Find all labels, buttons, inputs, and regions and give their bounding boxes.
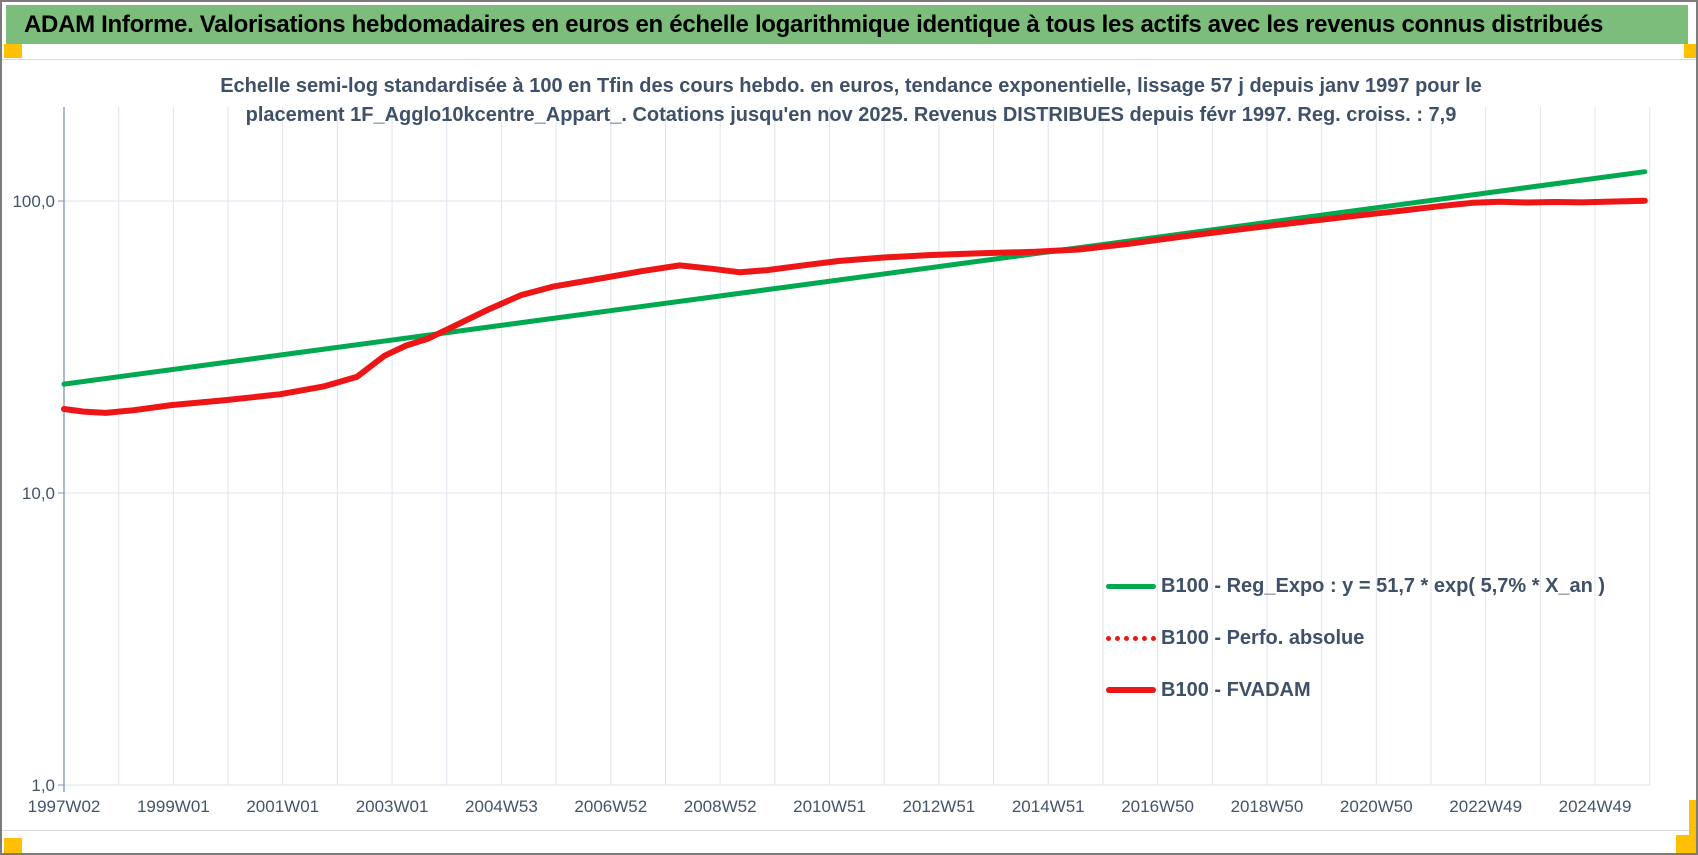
- chart-title: Echelle semi-log standardisée à 100 en T…: [2, 72, 1696, 130]
- header-bar: ADAM Informe. Valorisations hebdomadaire…: [6, 5, 1688, 44]
- divider-bottom: [2, 830, 1696, 831]
- x-tick-label: 2020W50: [1340, 797, 1413, 816]
- header-title: ADAM Informe. Valorisations hebdomadaire…: [24, 11, 1604, 38]
- x-tick-label: 2010W51: [793, 797, 866, 816]
- x-tick-label: 2024W49: [1559, 797, 1632, 816]
- legend-item-fvadam[interactable]: B100 - FVADAM: [1106, 664, 1605, 716]
- sheet-marker-bottom-left: [4, 838, 22, 853]
- x-tick-label: 2003W01: [356, 797, 429, 816]
- series-line-perfo-absolue: [61, 198, 1648, 416]
- legend-label: B100 - Reg_Expo : y = 51,7 * exp( 5,7% *…: [1161, 574, 1606, 597]
- sheet-marker-right-strip: [1689, 800, 1696, 840]
- y-tick-label: 10,0: [22, 484, 55, 503]
- series-line-reg-expo: [61, 169, 1648, 387]
- x-tick-label: 2012W51: [902, 797, 975, 816]
- chart-legend: B100 - Reg_Expo : y = 51,7 * exp( 5,7% *…: [1106, 560, 1605, 716]
- y-tick-label: 100,0: [12, 192, 55, 211]
- x-tick-label: 1997W02: [28, 797, 101, 816]
- x-tick-label: 2006W52: [574, 797, 647, 816]
- x-tick-label: 2022W49: [1449, 797, 1522, 816]
- legend-line-sample-dotted-red: [1106, 635, 1156, 641]
- legend-line-sample-green: [1106, 583, 1156, 589]
- x-tick-label: 1999W01: [137, 797, 210, 816]
- x-tick-label: 2016W50: [1121, 797, 1194, 816]
- x-tick-label: 2001W01: [246, 797, 319, 816]
- legend-item-perfo-absolue[interactable]: B100 - Perfo. absolue: [1106, 612, 1605, 664]
- x-tick-label: 2004W53: [465, 797, 538, 816]
- legend-item-reg-expo[interactable]: B100 - Reg_Expo : y = 51,7 * exp( 5,7% *…: [1106, 560, 1605, 612]
- series-line-fvadam: [61, 197, 1648, 416]
- sheet-marker-bottom-right: [1676, 835, 1696, 853]
- sheet-marker-top-right: [1684, 44, 1696, 58]
- sheet-marker-top-left: [4, 44, 22, 58]
- y-tick-label: 1,0: [31, 776, 55, 795]
- x-tick-label: 2014W51: [1012, 797, 1085, 816]
- chart-title-line1: Echelle semi-log standardisée à 100 en T…: [220, 75, 1482, 97]
- legend-label: B100 - FVADAM: [1161, 678, 1311, 701]
- legend-line-sample-red: [1106, 687, 1156, 693]
- x-tick-label: 2018W50: [1231, 797, 1304, 816]
- chart-title-line2: placement 1F_Agglo10kcentre_Appart_. Cot…: [245, 104, 1457, 126]
- legend-label: B100 - Perfo. absolue: [1161, 626, 1365, 649]
- x-tick-label: 2008W52: [684, 797, 757, 816]
- divider-top: [2, 59, 1696, 60]
